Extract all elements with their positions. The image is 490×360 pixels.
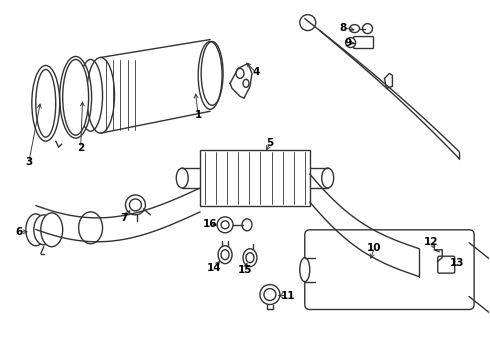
Ellipse shape xyxy=(236,68,244,78)
Ellipse shape xyxy=(78,59,102,131)
Text: 4: 4 xyxy=(252,67,260,77)
Ellipse shape xyxy=(198,41,222,109)
Text: 13: 13 xyxy=(450,258,465,268)
Ellipse shape xyxy=(125,195,146,215)
Text: 5: 5 xyxy=(266,138,273,148)
FancyBboxPatch shape xyxy=(305,230,474,310)
Ellipse shape xyxy=(26,214,46,246)
Ellipse shape xyxy=(217,217,233,233)
Ellipse shape xyxy=(345,37,356,48)
Ellipse shape xyxy=(218,246,232,264)
Text: 1: 1 xyxy=(195,110,202,120)
Text: 6: 6 xyxy=(15,227,23,237)
Text: 16: 16 xyxy=(203,219,218,229)
Ellipse shape xyxy=(322,168,334,188)
Text: 9: 9 xyxy=(344,37,351,48)
Text: 11: 11 xyxy=(281,291,295,301)
Text: 7: 7 xyxy=(120,213,127,223)
Ellipse shape xyxy=(36,69,56,137)
Ellipse shape xyxy=(363,24,372,33)
Ellipse shape xyxy=(221,250,229,260)
Text: 12: 12 xyxy=(424,237,439,247)
Ellipse shape xyxy=(129,199,142,211)
Bar xyxy=(200,150,310,206)
FancyBboxPatch shape xyxy=(438,256,455,273)
Ellipse shape xyxy=(243,80,249,87)
Text: 8: 8 xyxy=(339,23,346,33)
Text: 3: 3 xyxy=(25,157,32,167)
Ellipse shape xyxy=(176,168,188,188)
Ellipse shape xyxy=(242,219,252,231)
Ellipse shape xyxy=(349,24,360,32)
Ellipse shape xyxy=(41,213,63,247)
Ellipse shape xyxy=(63,59,89,135)
Ellipse shape xyxy=(246,253,254,263)
Ellipse shape xyxy=(260,285,280,305)
FancyBboxPatch shape xyxy=(354,37,373,49)
Ellipse shape xyxy=(34,215,54,245)
Ellipse shape xyxy=(78,212,102,244)
Ellipse shape xyxy=(300,258,310,282)
Ellipse shape xyxy=(243,249,257,267)
Text: 14: 14 xyxy=(207,263,221,273)
Text: 2: 2 xyxy=(77,143,84,153)
Text: 15: 15 xyxy=(238,265,252,275)
Text: 10: 10 xyxy=(367,243,382,253)
Ellipse shape xyxy=(221,221,229,229)
Ellipse shape xyxy=(300,15,316,31)
Ellipse shape xyxy=(264,289,276,301)
